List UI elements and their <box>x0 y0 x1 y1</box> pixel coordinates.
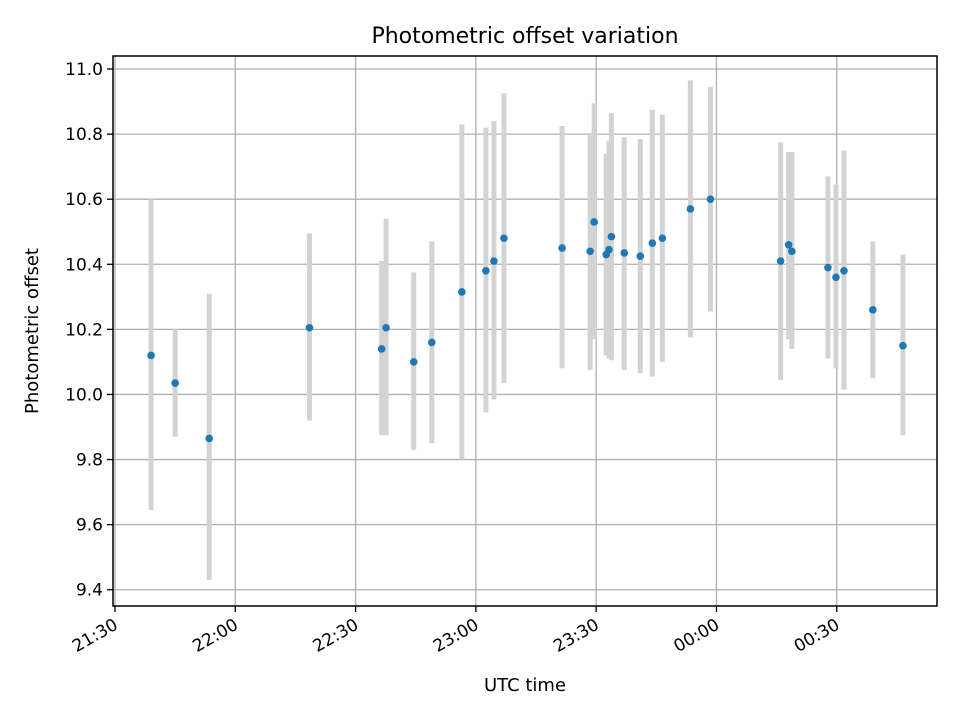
data-point <box>147 351 155 360</box>
data-point <box>409 358 418 366</box>
data-point <box>824 263 832 272</box>
y-tick-label: 10.4 <box>65 255 103 275</box>
y-tick-label: 9.8 <box>76 451 103 471</box>
x-axis-label: UTC time <box>484 675 566 696</box>
data-point <box>458 288 466 296</box>
y-tick-label: 10.6 <box>65 190 103 210</box>
data-point <box>377 345 386 353</box>
data-point <box>427 338 436 347</box>
data-point <box>788 247 796 256</box>
data-point <box>832 273 840 282</box>
chart-title: Photometric offset variation <box>371 24 678 49</box>
data-point <box>899 341 907 350</box>
data-point <box>776 257 785 265</box>
data-points <box>147 195 907 443</box>
data-point <box>648 239 657 247</box>
y-tick-label: 10.2 <box>65 320 103 340</box>
data-point <box>620 249 629 257</box>
data-point <box>305 323 314 332</box>
data-point <box>706 195 715 203</box>
y-tick-label: 11.0 <box>65 60 103 80</box>
data-point <box>558 244 566 252</box>
plot-frame <box>112 55 938 607</box>
data-point <box>590 218 598 226</box>
y-tick-label: 9.4 <box>76 581 103 601</box>
data-point <box>171 379 179 387</box>
y-axis-ticks: 9.4 9.6 9.8 10.0 10.2 10.4 10.6 10.8 11.0 <box>65 60 113 601</box>
y-tick-label: 10.8 <box>65 125 103 145</box>
data-point <box>840 266 848 275</box>
data-point <box>784 240 793 249</box>
y-tick-label: 9.6 <box>76 516 103 536</box>
data-point <box>490 257 498 265</box>
data-point <box>586 247 594 256</box>
data-point <box>605 245 613 254</box>
data-point <box>607 232 616 241</box>
data-point <box>636 252 645 260</box>
data-point <box>658 234 667 243</box>
data-point <box>500 234 508 243</box>
data-point <box>482 266 490 275</box>
data-point <box>205 434 214 443</box>
y-axis-label: Photometric offset <box>22 248 43 414</box>
data-point <box>382 323 390 332</box>
data-point <box>869 306 877 314</box>
y-tick-label: 10.0 <box>65 385 103 405</box>
data-point <box>686 205 695 213</box>
